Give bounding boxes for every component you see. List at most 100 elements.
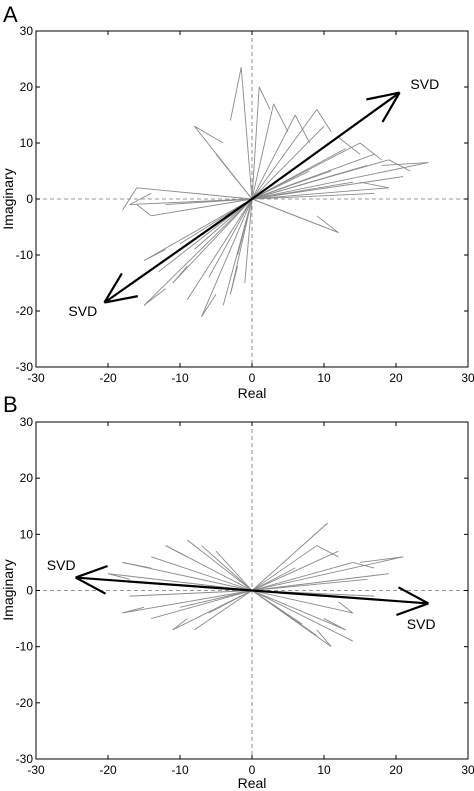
panel-a-vector	[251, 170, 310, 200]
panel-b-xtick-label: -10	[171, 763, 189, 777]
panel-b-vector	[302, 522, 328, 546]
panel-b-vector	[201, 545, 253, 591]
panel-b-vector	[251, 567, 296, 591]
panel-b-svd-label: SVD	[407, 616, 436, 632]
panel-a-vector	[201, 198, 253, 317]
panel-a-vector	[251, 164, 368, 200]
panel-b-ytick-label: 10	[20, 527, 34, 541]
panel-a-vector	[240, 67, 253, 200]
panel-a-ytick-label: -20	[16, 304, 34, 318]
panel-b-svd-arrowhead	[75, 564, 108, 579]
panel-b-vector	[251, 573, 389, 591]
panel-b-vector	[179, 590, 253, 608]
panel-b-ylabel: Imaginary	[0, 559, 16, 620]
panel-b-vector	[251, 545, 318, 591]
panel-b-xtick-label: 0	[249, 763, 256, 777]
panel-a-vector	[129, 193, 152, 205]
panel-a-vector	[229, 67, 242, 121]
panel-a-vector	[258, 86, 271, 110]
panel-b-svd-arrowhead	[397, 586, 429, 605]
panel-b-vector	[316, 629, 332, 647]
panel-a-vector	[316, 215, 339, 233]
panel-b-ytick-label: 30	[20, 415, 34, 429]
panel-a-vector	[143, 288, 166, 306]
panel-a-xtick-label: 10	[317, 371, 331, 385]
panel-letter-a: A	[3, 2, 18, 27]
panel-a-xtick-label: 0	[249, 371, 256, 385]
panel-b-xtick-label: -20	[99, 763, 117, 777]
panel-a-vector	[251, 142, 361, 200]
panel-b-vector	[323, 618, 346, 631]
panel-a-ytick-label: 20	[20, 80, 34, 94]
panel-b-xtick-label: -30	[27, 763, 45, 777]
panel-a-ytick-label: 30	[20, 24, 34, 38]
panel-b-vector	[122, 561, 253, 591]
panel-a-vector	[229, 198, 253, 295]
panel-a-vector	[237, 198, 253, 256]
panel-a-vector	[316, 109, 332, 133]
panel-a-svd-vector	[251, 91, 401, 200]
panel-a-vector	[186, 198, 253, 301]
panel-a-vector	[251, 192, 375, 200]
panel-b-vector	[251, 590, 353, 614]
panel-b-vector	[251, 590, 346, 631]
panel-b-ytick-label: 20	[20, 471, 34, 485]
panel-a-vector	[251, 170, 332, 200]
panel-a-vector	[143, 198, 253, 261]
panel-b-vector	[122, 590, 253, 614]
panel-a-svd-arrowhead	[366, 91, 400, 101]
panel-b-vector	[172, 618, 188, 631]
panel-a-vector	[122, 187, 138, 211]
panel-a-vector	[251, 109, 318, 200]
panel-a-svd-arrowhead	[103, 272, 123, 304]
panel-a-ytick-label: 0	[26, 192, 33, 206]
panel-a-xtick-label: 20	[389, 371, 403, 385]
panel-b-xtick-label: 20	[389, 763, 403, 777]
panel-b-vector	[251, 590, 354, 642]
panel-b-ytick-label: -10	[16, 640, 34, 654]
panel-a-ytick-label: -30	[16, 360, 34, 374]
panel-letter-b: B	[3, 392, 18, 417]
panel-b-ytick-label: -30	[16, 752, 34, 766]
panel-b-vector	[186, 539, 202, 552]
panel-a-vector	[251, 181, 353, 200]
panel-a-vector	[215, 153, 253, 200]
panel-b-vector	[215, 550, 253, 591]
panel-a-xtick-label: -10	[171, 371, 189, 385]
panel-a-vector	[244, 198, 253, 284]
panel-a-vector	[172, 198, 253, 284]
panel-a-vector	[136, 187, 253, 200]
panel-a-svd-arrowhead	[381, 92, 401, 123]
panel-a-xtick-label: 30	[461, 371, 474, 385]
panel-a-vector	[251, 176, 404, 200]
panel-b-ytick-label: -20	[16, 696, 34, 710]
panel-a-svd-label: SVD	[410, 76, 439, 92]
panel-a-vector	[143, 249, 166, 261]
panel-a-vector	[208, 198, 253, 278]
panel-b-vector	[151, 590, 253, 620]
panel-a-vector	[381, 162, 429, 166]
panel-b-vector	[251, 590, 303, 625]
panel-a-vector	[165, 198, 253, 206]
panel-a-svd-label: SVD	[68, 303, 97, 319]
panel-a-ylabel: Imaginary	[0, 168, 16, 229]
panel-a-vector	[251, 86, 260, 200]
panel-a-vector	[359, 142, 382, 161]
panel-a-vector	[229, 266, 239, 295]
panel-a-vector	[172, 265, 188, 284]
panel-b-vector	[251, 561, 353, 591]
panel-b-svd-vector	[251, 589, 429, 605]
panel-a-vector	[251, 198, 325, 228]
panel-a-vector	[151, 198, 253, 217]
chart-panel-a: -30 -20 -10 0 10 20 30 30 20 10 0 -10 -20 -30 SVD SVD	[16, 24, 474, 385]
panel-b-vector	[359, 556, 404, 563]
panel-a-vector	[273, 103, 289, 133]
panel-b-xtick-label: 10	[317, 763, 331, 777]
panel-a-vector	[251, 103, 275, 200]
panel-b-svd-arrowhead	[75, 576, 107, 595]
panel-a-vector	[251, 114, 296, 200]
panel-b-svd-arrowhead	[396, 602, 429, 617]
panel-a-vector	[338, 137, 361, 155]
panel-b-vector	[251, 550, 339, 591]
